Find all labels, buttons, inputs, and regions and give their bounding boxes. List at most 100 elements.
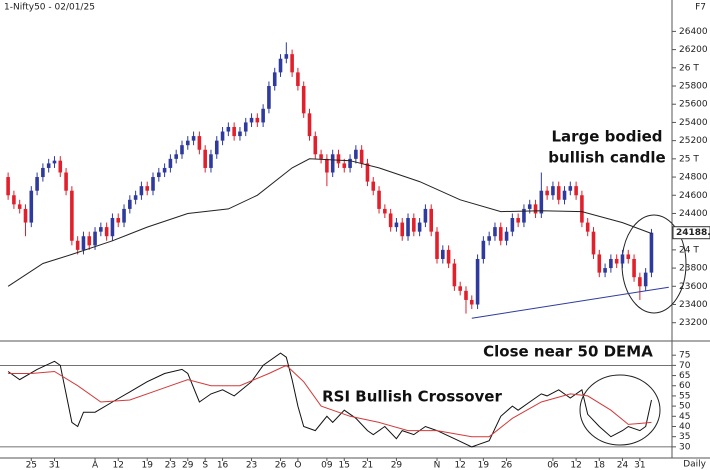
candle-body (406, 218, 410, 237)
rsi-tick-label: 50 (679, 402, 691, 412)
x-tick-label: 25 (26, 461, 37, 470)
x-tick-label: 29 (182, 461, 194, 470)
candle-body (238, 131, 242, 137)
y-tick-label: 25800 (679, 82, 708, 92)
candle-body (539, 190, 544, 214)
candle-body (122, 208, 126, 223)
x-tick-label: 26 (501, 461, 513, 470)
y-tick-label: 24 T (679, 245, 699, 255)
candle-body (99, 227, 103, 232)
rsi-tick-label: 40 (679, 422, 691, 432)
candle-body (649, 232, 654, 273)
candle-body (243, 122, 248, 132)
candle-body (412, 218, 416, 232)
candle-body (52, 160, 57, 164)
candle-body (139, 186, 144, 196)
candle-body (41, 167, 45, 178)
candle-body (17, 204, 22, 209)
candle-body (157, 172, 161, 178)
candle-body (214, 140, 219, 155)
y-tick-label: 23600 (679, 282, 708, 292)
x-tick-label: 18 (594, 461, 606, 470)
y-tick-label: 25200 (679, 136, 708, 146)
candle-body (417, 222, 422, 232)
candle-body (75, 240, 80, 250)
candle-body (603, 268, 607, 273)
candle-body (151, 177, 155, 191)
candle-body (81, 236, 86, 250)
rsi-tick-label: 45 (679, 412, 690, 422)
candle-body (191, 136, 196, 141)
x-tick-label: S (202, 461, 208, 470)
candle-body (643, 272, 648, 287)
candle-body (446, 249, 451, 264)
candle-body (452, 263, 457, 287)
candle-body (116, 218, 121, 223)
candle-body (209, 154, 213, 168)
rsi-tick-label: 55 (679, 391, 690, 401)
candle-body (562, 190, 567, 200)
candle-body (226, 126, 231, 132)
candle-body (441, 249, 445, 259)
y-tick-label: 25400 (679, 118, 708, 128)
candle-body (527, 204, 532, 209)
candle-body (429, 208, 434, 232)
candle-body (12, 195, 16, 205)
candle-body (290, 54, 294, 73)
y-tick-label: 23400 (679, 300, 708, 310)
candle-body (162, 167, 167, 173)
candle-body (35, 177, 39, 191)
candle-body (585, 222, 590, 232)
candle-body (504, 231, 509, 241)
candle-body (522, 208, 526, 223)
candle-body (185, 140, 190, 146)
trend-line (471, 286, 669, 319)
candle-body (110, 218, 115, 237)
candle-body (510, 218, 515, 232)
candle-body (145, 186, 150, 191)
corner-label: F7 (695, 3, 706, 13)
candle-body (267, 86, 271, 109)
candle-body (574, 186, 578, 196)
x-tick-label: 23 (246, 461, 257, 470)
candle-body (104, 227, 109, 237)
x-tick-label: 15 (339, 461, 350, 470)
candle-body (394, 222, 399, 228)
candle-body (626, 254, 631, 259)
candle-body (128, 199, 132, 209)
y-tick-label: 24600 (679, 191, 708, 201)
x-tick-label: N (434, 461, 441, 470)
rsi-tick-label: 35 (679, 432, 690, 442)
candle-body (354, 149, 358, 159)
candle-body (632, 258, 636, 278)
candle-body (614, 258, 619, 264)
candle-body (516, 218, 520, 223)
y-tick-label: 26200 (679, 45, 708, 55)
candle-body (568, 186, 573, 191)
x-tick-label: 21 (362, 461, 373, 470)
candle-body (359, 149, 364, 164)
candle-body (597, 254, 602, 273)
x-tick-label: 12 (113, 461, 124, 470)
candle-body (638, 277, 642, 287)
x-axis-label: Daily (683, 460, 706, 470)
candle-body (388, 213, 393, 228)
x-tick-label: 19 (141, 461, 153, 470)
candle-body (545, 190, 549, 196)
candle-body (278, 58, 283, 73)
y-tick-label: 25600 (679, 100, 708, 110)
candle-body (580, 195, 584, 223)
candle-body (325, 158, 329, 173)
x-tick-label: 24 (617, 461, 629, 470)
candle-body (284, 54, 289, 59)
candle-body (591, 231, 596, 255)
candle-body (348, 158, 352, 168)
candle-body (498, 227, 503, 241)
candle-body (551, 186, 555, 196)
price-tag-box (672, 226, 710, 240)
candle-body (168, 158, 173, 168)
candle-body (272, 72, 277, 87)
candle-body (330, 154, 335, 173)
candle-body (301, 86, 306, 114)
